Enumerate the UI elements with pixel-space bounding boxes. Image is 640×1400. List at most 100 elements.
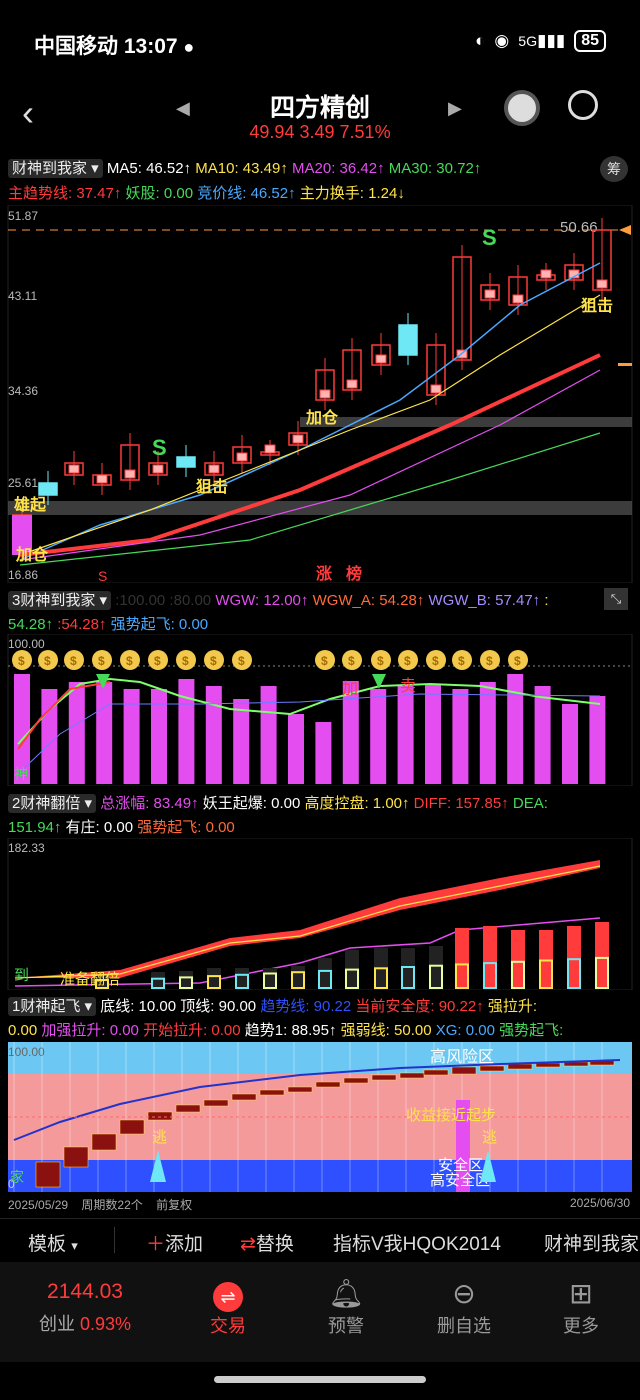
safety-candle (371, 1074, 397, 1081)
panel2-signal-bar (429, 964, 443, 989)
indicator-toolbar: 模板 ▾ ＋添加 ⇄替换 指标V我HQOK2014 财神到我家 (0, 1218, 640, 1262)
safety-candle (315, 1081, 341, 1088)
ma20-line (19, 369, 601, 561)
candlestick (176, 456, 196, 468)
add-button[interactable]: ＋添加 (146, 1234, 204, 1255)
panel3-chart[interactable]: 100.00 $ $ $ $ $ $ $ $ $ $ $ $ $ $ $ $ $ 加 卖神 (0, 634, 640, 786)
money-bag-sign: $ (126, 654, 133, 668)
panel2-signal-bar (374, 967, 388, 990)
panel3-bar (562, 704, 578, 784)
ma-legend-item: MA10: 43.49↑ (195, 160, 293, 177)
panel3-bar (315, 722, 332, 784)
panel3-bar (479, 682, 496, 784)
signal-icon: 5G▮▮▮ (518, 31, 566, 50)
replace-button[interactable]: ⇄替换 (240, 1234, 294, 1255)
safety-candle (507, 1063, 533, 1070)
chip-distribution-button[interactable]: 筹 (600, 156, 628, 182)
panel3-legend: 3财神到我家 ▾ :100.00 :80.00 WGW: 12.00↑ WGW_… (8, 589, 549, 610)
signal-box (96, 474, 108, 484)
signal-column (456, 1100, 470, 1192)
money-bag-icon (398, 650, 418, 670)
diff-area (15, 860, 600, 978)
candlestick (508, 276, 528, 306)
minus-circle-icon: ⊖ (452, 1278, 476, 1309)
main-legend-2: 主趋势线: 37.47↑ 妖股: 0.00 竞价线: 46.52↑ 主力换手: … (8, 182, 405, 203)
panel3-bar (507, 674, 524, 784)
panel1-mark: 家 (10, 1169, 24, 1185)
safety-candle (147, 1111, 173, 1121)
index-quote[interactable]: 2144.03 创业 0.93% (30, 1280, 140, 1336)
tab-alert[interactable]: 🔔︎ 预警 (296, 1276, 396, 1338)
panel2-red-bar (511, 930, 525, 988)
panel2-signal-bar (483, 962, 497, 989)
safe-zone (8, 1160, 632, 1192)
safety-candle (479, 1065, 505, 1072)
tab-remove-watch[interactable]: ⊖ 删自选 (414, 1276, 514, 1338)
next-stock-icon[interactable]: ▶ (448, 98, 462, 118)
panel2-red-bar (151, 972, 165, 988)
status-bar: 中国移动 13:07 ● ◐ ◉ 5G▮▮▮ 85 (0, 0, 640, 86)
panel1-indicator-select[interactable]: 1财神起飞 ▾ (8, 997, 97, 1016)
signal-box (596, 279, 608, 289)
signal-box (264, 444, 276, 454)
panel3-bar (178, 679, 195, 784)
expand-icon[interactable]: ⤡ (604, 588, 628, 610)
panel3-bar (288, 714, 304, 784)
panel3-bar (260, 686, 277, 784)
panel3-bar (534, 686, 551, 784)
panel2-signal-bar (455, 963, 469, 990)
panel1-b-legend-item: 开始拉升: 0.00 (143, 1022, 245, 1039)
safety-candle (63, 1146, 89, 1168)
panel3-mark: 卖 (400, 677, 416, 695)
panel2-indicator-select[interactable]: 2财神翻倍 ▾ (8, 794, 97, 813)
money-bag-icon (92, 650, 112, 670)
panel3-indicator-select[interactable]: 3财神到我家 ▾ (8, 591, 112, 610)
panel3-bar (151, 689, 167, 784)
chart-annotation: 狙击 (196, 477, 228, 496)
indicator-select[interactable]: 财神到我家 ▾ (8, 159, 103, 178)
tab-trade[interactable]: ⇌ 交易 (178, 1276, 278, 1338)
signal-box (236, 452, 248, 462)
chart-annotation: 加仓 (305, 408, 339, 427)
mascot-icon[interactable] (504, 90, 540, 126)
date-end: 2025/06/30 (569, 1196, 630, 1210)
panel3-bar (233, 699, 250, 784)
panel2-signal-bar (539, 959, 553, 989)
money-bag-icon (176, 650, 196, 670)
panel2-red-bar (429, 946, 443, 988)
chart-annotation: 涨 (316, 565, 332, 583)
rocket-icon (150, 1150, 166, 1182)
template-button[interactable]: 模板 ▾ (28, 1234, 78, 1255)
panel2-signal-bar (207, 975, 221, 990)
panel2-legend-item: 妖王起爆: 0.00 (202, 795, 305, 812)
index-pct: 0.93% (79, 1314, 132, 1334)
high-risk-zone (8, 1042, 632, 1074)
indicator-tab-a[interactable]: 指标V我HQOK2014 (333, 1234, 501, 1255)
y-tick-label: 16.86 (8, 568, 38, 582)
signal-box (292, 434, 304, 444)
money-bag-icon (342, 650, 362, 670)
panel3-y-label: 100.00 (8, 637, 45, 651)
indicator-tab-b[interactable]: 财神到我家 (544, 1234, 640, 1255)
panel3-bar (397, 686, 414, 784)
search-icon[interactable] (568, 90, 598, 120)
panel1-legend: 1财神起飞 ▾ 底线: 10.00 顶线: 90.00 趋势线: 90.22 当… (8, 995, 537, 1016)
prev-stock-icon[interactable]: ◀ (176, 98, 190, 118)
carrier-name: 中国移动 (34, 35, 118, 58)
panel2-chart[interactable]: 182.33 到 准备翻倍 (0, 838, 640, 990)
adjust-mode[interactable]: 前复权 (156, 1198, 193, 1212)
panel2-red-bar (595, 922, 609, 988)
date-row: 2025/05/29 周期数22个 前复权 (8, 1196, 192, 1213)
chart-annotation-s: S (98, 568, 107, 583)
signal-box (430, 384, 442, 394)
panel2-red-bar (567, 926, 581, 988)
panel2-signal-bar (179, 976, 193, 989)
bottom-tab-bar: 2144.03 创业 0.93% ⇌ 交易 🔔︎ 预警 ⊖ 删自选 ⊞ 更多 (0, 1262, 640, 1362)
money-bag-sign: $ (486, 654, 493, 668)
signal-box (540, 269, 552, 279)
candlestick-chart[interactable]: 51.8743.1134.3625.6116.8650.66雄起加仓狙击加仓狙击… (0, 205, 640, 583)
signal-box (152, 464, 164, 474)
back-icon[interactable]: ‹ (22, 92, 34, 133)
tab-more[interactable]: ⊞ 更多 (531, 1276, 631, 1338)
